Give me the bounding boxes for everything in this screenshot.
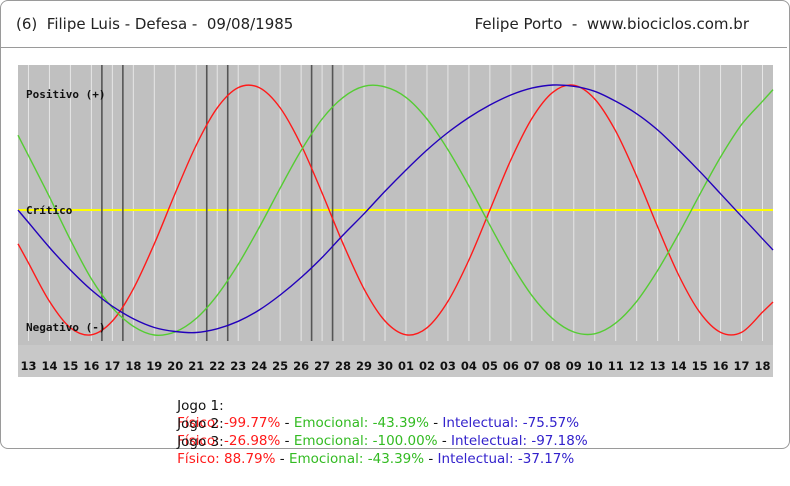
chart-header: (6) Filipe Luis - Defesa - 09/08/1985 Fe… (1, 1, 787, 48)
x-tick-label: 28 (335, 359, 351, 373)
x-tick-label: 13 (20, 359, 36, 373)
x-label-strip (18, 345, 773, 377)
x-tick-label: 23 (230, 359, 246, 373)
x-tick-label: 17 (104, 359, 120, 373)
x-tick-label: 30 (377, 359, 393, 373)
x-tick-label: 03 (440, 359, 456, 373)
x-tick-label: 02 (419, 359, 435, 373)
x-tick-label: 14 (671, 359, 687, 373)
biorhythm-chart: Positivo (+) Crítico Negativo (-) 13 14 15 16 1… (17, 65, 774, 377)
series-line-intelectual (17, 84, 774, 334)
x-tick-label: 21 (188, 359, 204, 373)
intelectual-value: Intelectual: -37.17% (437, 451, 575, 467)
emocional-value: Emocional: -43.39% (293, 415, 429, 431)
fisico-value: Físico: -26.98% (177, 433, 281, 449)
series-line-fisico (17, 84, 774, 336)
intelectual-value: Intelectual: -75.57% (442, 415, 580, 431)
x-tick-label: 25 (272, 359, 288, 373)
x-tick-label: 18 (755, 359, 771, 373)
legend-row-label: Jogo 3: (177, 433, 224, 450)
series-line-emocional (17, 84, 774, 336)
x-tick-label: 15 (692, 359, 708, 373)
x-tick-label: 06 (503, 359, 519, 373)
x-tick-label: 05 (482, 359, 498, 373)
chart-title: (6) Filipe Luis - Defesa - 09/08/1985 (16, 15, 294, 33)
x-tick-label: 26 (293, 359, 309, 373)
intelectual-value: Intelectual: -97.18% (451, 433, 588, 449)
fisico-value: Físico: -99.77% (177, 415, 281, 431)
legend-row-jogo-1: Jogo 1: Físico: -99.77% - Emocional: -43… (177, 397, 580, 432)
x-tick-label: 01 (398, 359, 414, 373)
critical-axis-label: Crítico (26, 204, 73, 217)
fisico-value: Físico: 88.79% (177, 451, 276, 467)
x-tick-label: 16 (83, 359, 99, 373)
legend-row-label: Jogo 1: (177, 397, 224, 414)
x-tick-label: 14 (41, 359, 57, 373)
x-tick-label: 10 (587, 359, 603, 373)
x-tick-label: 24 (251, 359, 267, 373)
plot-background (18, 65, 773, 377)
site-credit: Felipe Porto - www.biociclos.com.br (474, 15, 749, 33)
positive-axis-label: Positivo (+) (26, 88, 105, 101)
x-tick-label: 16 (713, 359, 729, 373)
x-tick-label: 07 (524, 359, 540, 373)
x-tick-label: 18 (125, 359, 141, 373)
legend-row-jogo-3: Jogo 3: Físico: 88.79% - Emocional: -43.… (177, 433, 575, 468)
x-tick-label: 19 (146, 359, 162, 373)
x-tick-label: 12 (629, 359, 645, 373)
negative-axis-label: Negativo (-) (26, 321, 105, 334)
x-tick-label: 04 (461, 359, 477, 373)
legend-row-jogo-2: Jogo 2: Físico: -26.98% - Emocional: -10… (177, 415, 588, 450)
emocional-value: Emocional: -100.00% (293, 433, 438, 449)
x-tick-label: 20 (167, 359, 183, 373)
emocional-value: Emocional: -43.39% (288, 451, 425, 467)
x-tick-label: 13 (650, 359, 666, 373)
x-tick-label: 29 (356, 359, 372, 373)
x-tick-label: 11 (608, 359, 624, 373)
x-tick-label: 17 (734, 359, 750, 373)
x-tick-label: 08 (545, 359, 561, 373)
legend-row-label: Jogo 2: (177, 415, 224, 432)
x-tick-label: 22 (209, 359, 225, 373)
x-tick-label: 27 (314, 359, 330, 373)
x-tick-label: 09 (566, 359, 582, 373)
x-tick-label: 15 (62, 359, 78, 373)
